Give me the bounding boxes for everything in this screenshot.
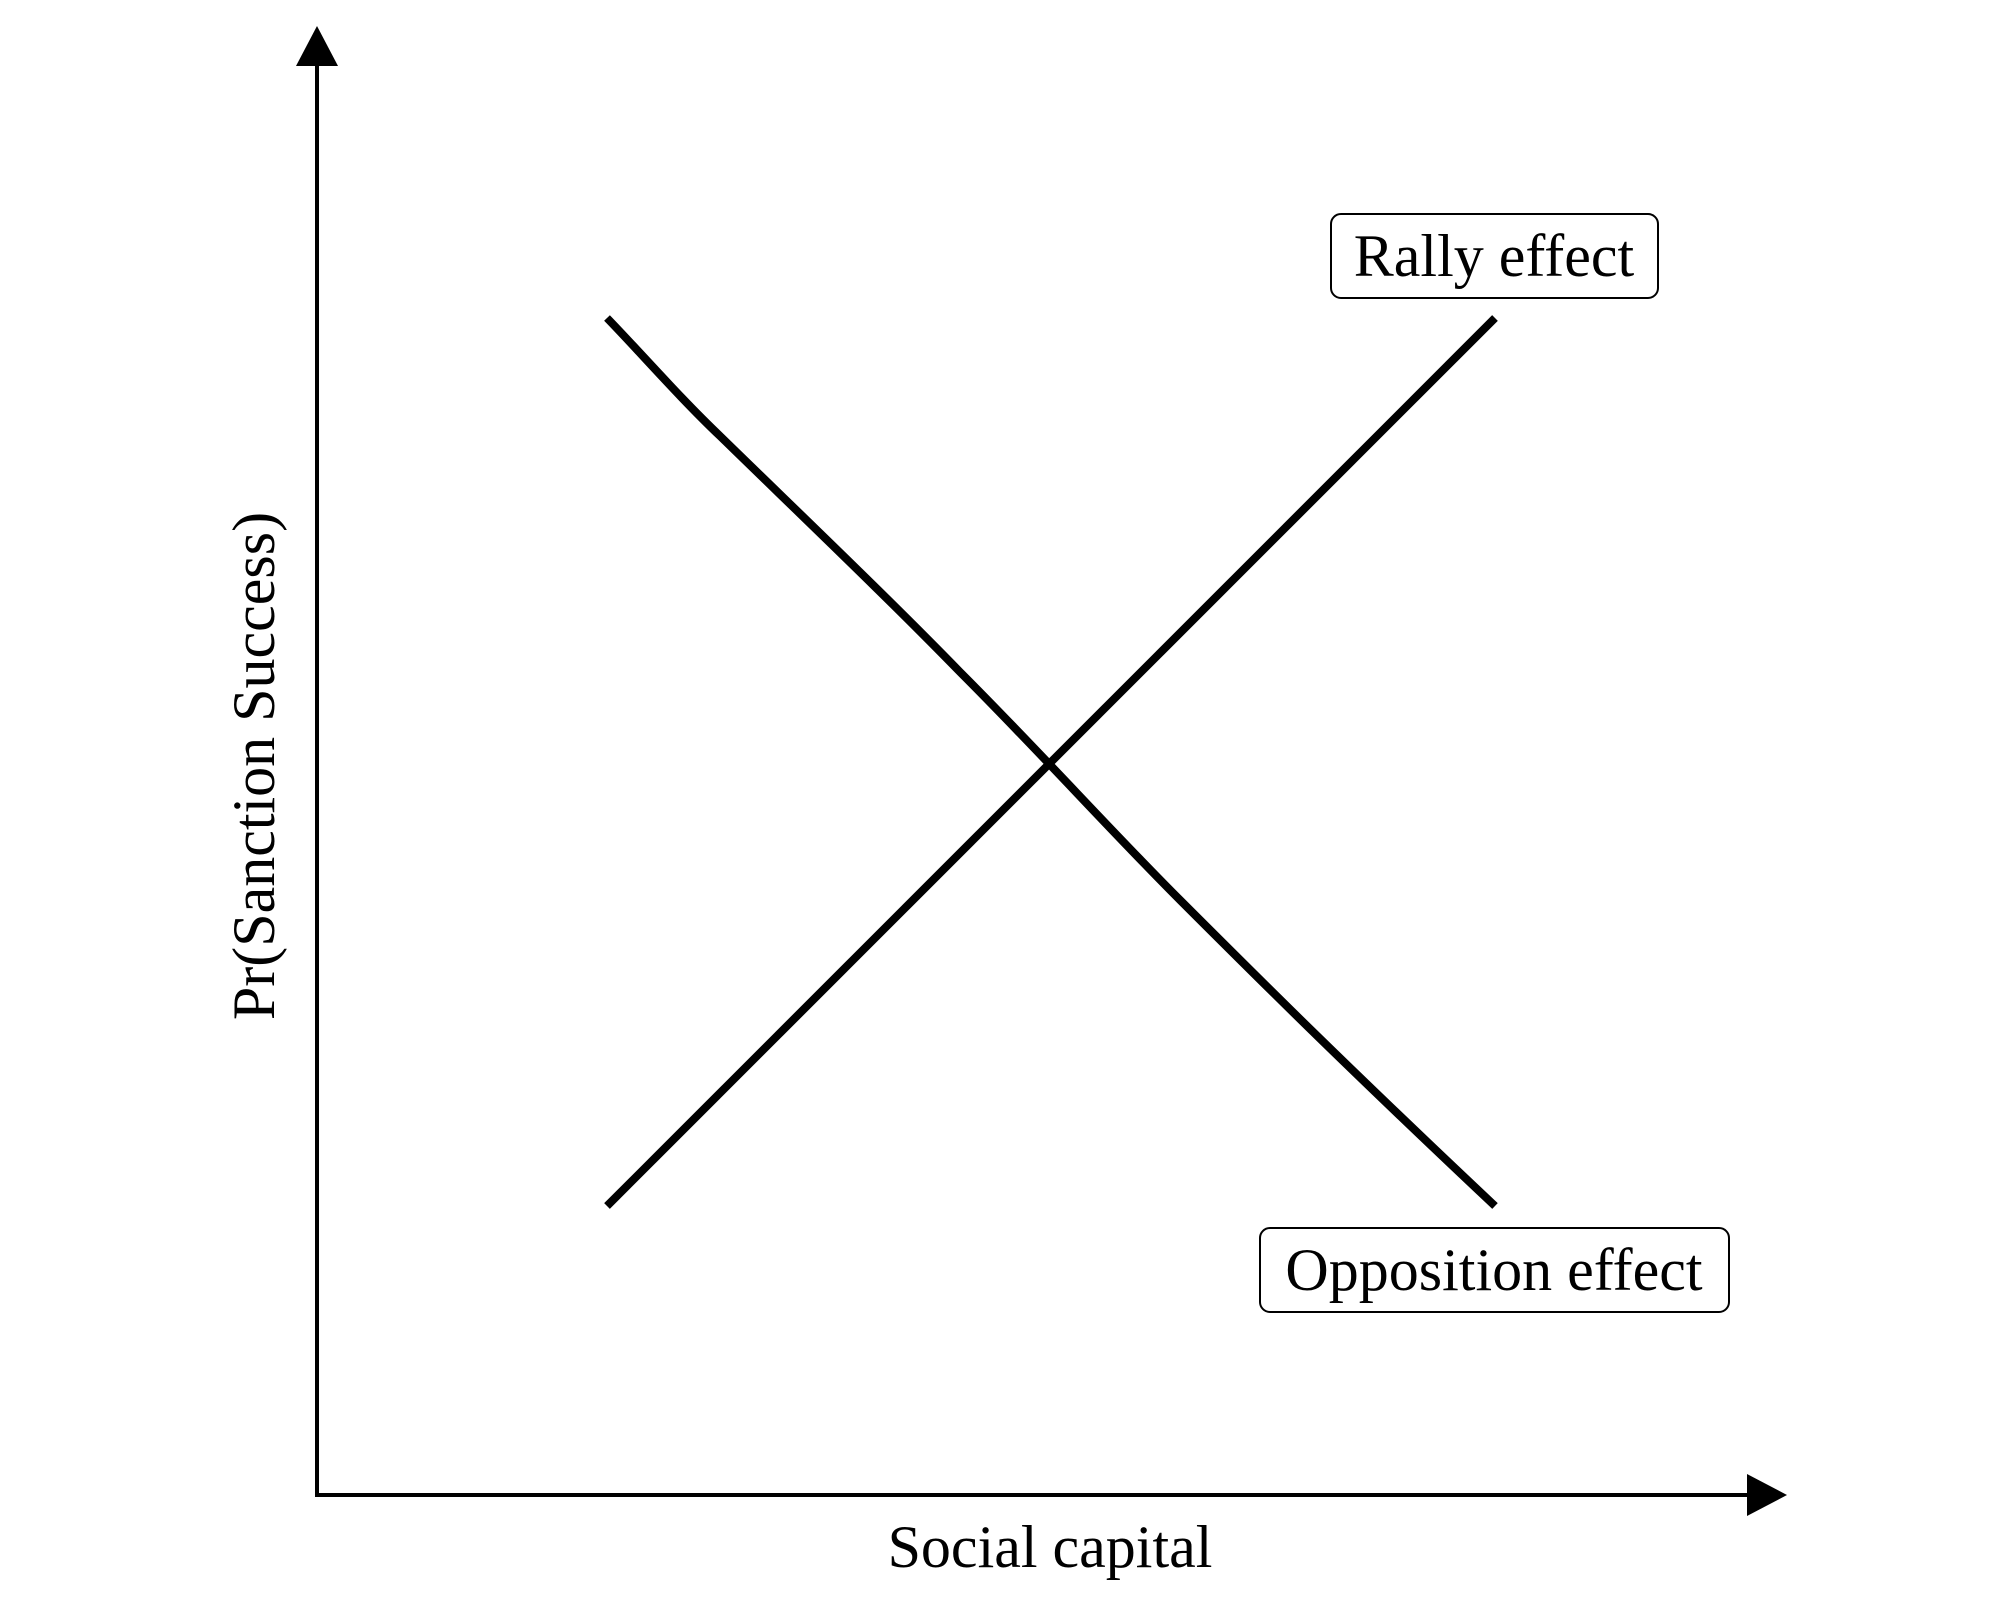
x-axis-arrowhead: [1747, 1474, 1787, 1516]
opposition-effect-line: [604, 315, 1498, 1209]
y-axis-label: Pr(Sanction Success): [221, 512, 287, 1020]
rally-effect-label: Rally effect: [1354, 223, 1635, 289]
y-axis-arrowhead: [296, 26, 338, 66]
opposition-effect-label: Opposition effect: [1285, 1237, 1702, 1303]
rally-effect-label-box: [1330, 213, 1659, 299]
opposition-effect-label-box: [1259, 1227, 1730, 1313]
x-axis-label: Social capital: [888, 1514, 1213, 1580]
